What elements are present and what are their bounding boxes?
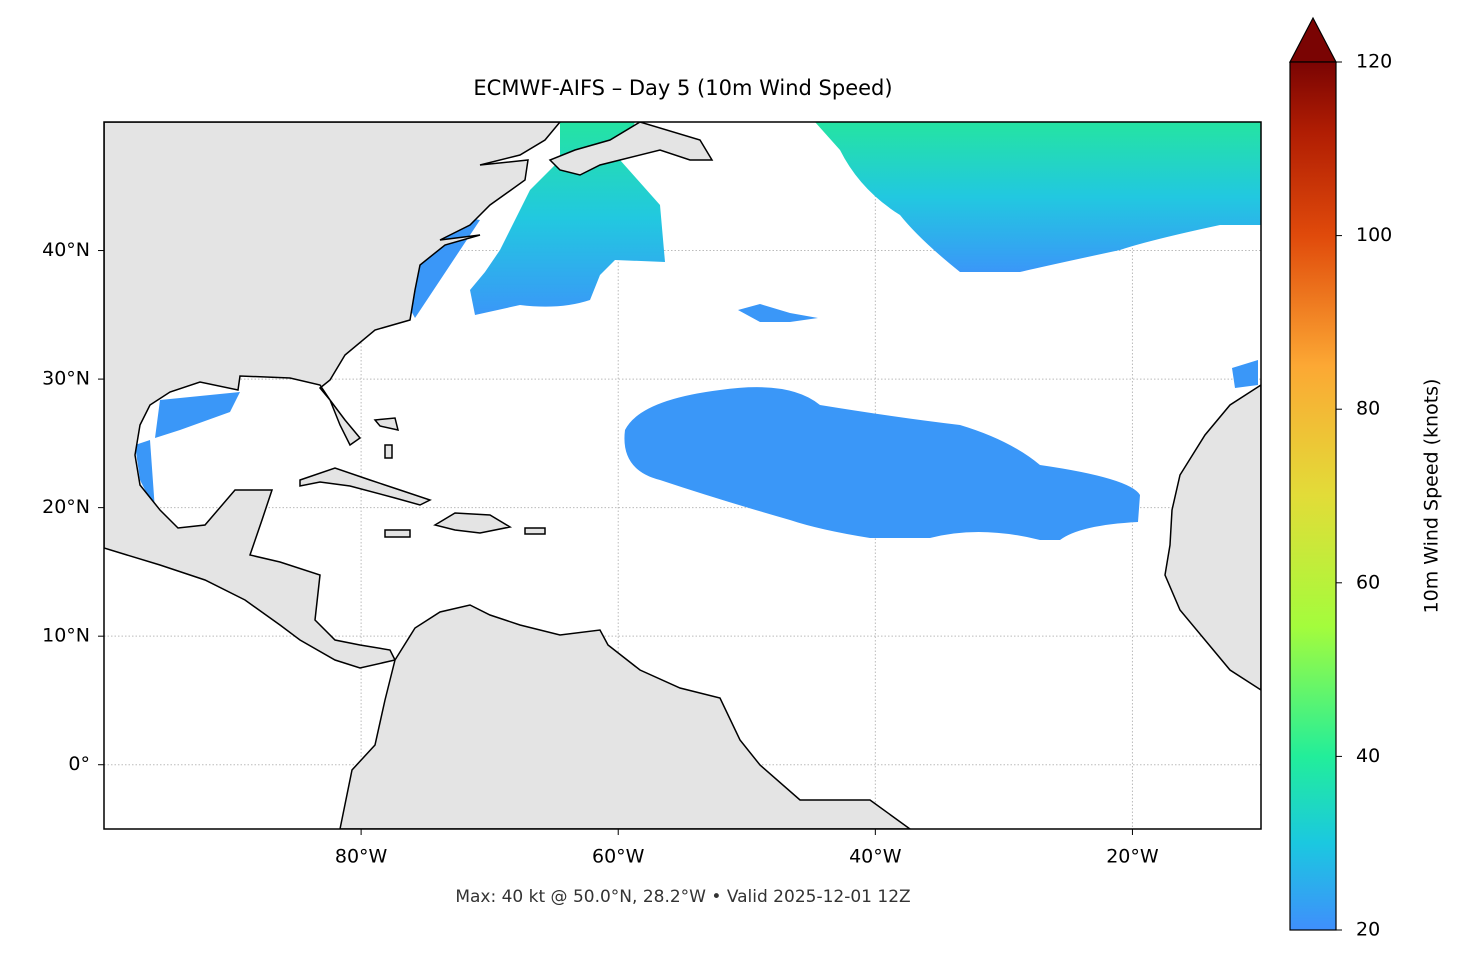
y-tick-label: 40°N (42, 239, 90, 261)
axes: 80°W 60°W 40°W 20°W 0° 10°N 20°N 30°N 40°N (42, 239, 1159, 867)
y-tick-label: 10°N (42, 625, 90, 647)
y-tick-label: 30°N (42, 368, 90, 390)
x-tick-label: 20°W (1106, 846, 1159, 868)
land (104, 122, 561, 669)
colorbar-tick-label: 20 (1356, 919, 1380, 941)
land (548, 122, 714, 176)
y-tick-label: 20°N (42, 496, 90, 518)
map-area (104, 122, 1261, 829)
colorbar-tick-label: 100 (1356, 224, 1392, 246)
x-tick-label: 60°W (592, 846, 645, 868)
colorbar-label: 10m Wind Speed (knots) (1421, 379, 1443, 614)
map-title: ECMWF-AIFS – Day 5 (10m Wind Speed) (473, 76, 892, 100)
wind-region (470, 122, 665, 315)
y-tick-label: 0° (68, 753, 90, 775)
land (299, 417, 546, 538)
colorbar-tick-label: 80 (1356, 398, 1380, 420)
map-frame (103, 121, 1262, 830)
colorbar-tick-label: 60 (1356, 571, 1380, 593)
x-tick-label: 80°W (335, 846, 388, 868)
land (339, 604, 912, 829)
x-tick-label: 40°W (849, 846, 902, 868)
wind-region (815, 122, 1261, 272)
colorbar-tick-label: 120 (1356, 51, 1392, 73)
wind-region (738, 304, 818, 322)
colorbar-extend (1289, 16, 1337, 63)
land (1164, 384, 1261, 691)
colorbar-tick-label: 40 (1356, 745, 1380, 767)
footer-note: Max: 40 kt @ 50.0°N, 28.2°W • Valid 2025… (455, 887, 910, 907)
wind-region (624, 387, 1140, 540)
colorbar (1289, 61, 1337, 931)
